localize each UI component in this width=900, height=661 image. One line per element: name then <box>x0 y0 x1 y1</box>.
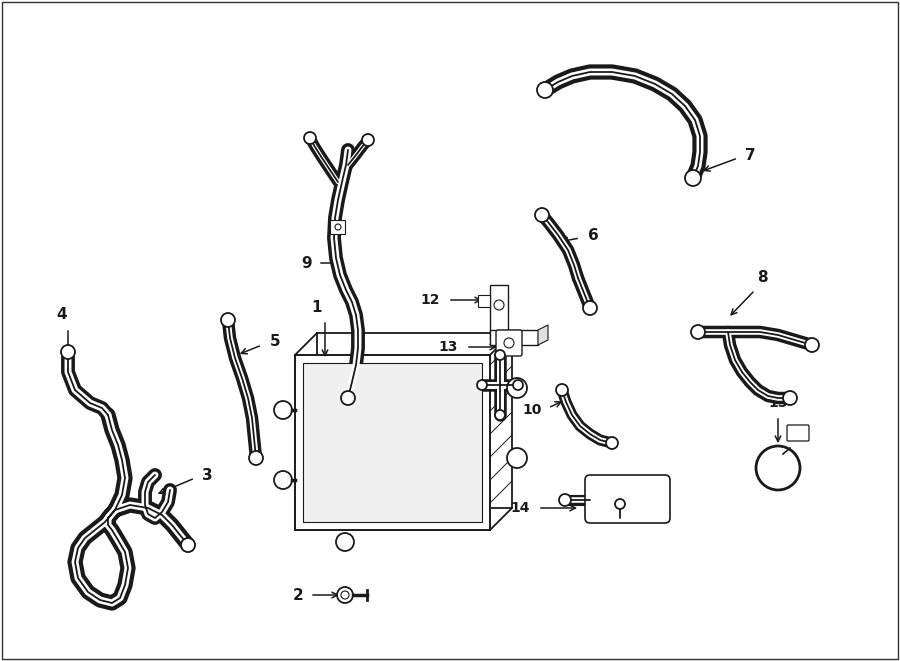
Text: 4: 4 <box>57 307 68 322</box>
Circle shape <box>221 313 235 327</box>
Circle shape <box>494 300 504 310</box>
Text: 15: 15 <box>769 396 788 410</box>
Text: 5: 5 <box>270 334 281 350</box>
Circle shape <box>495 410 505 420</box>
Circle shape <box>181 538 195 552</box>
FancyBboxPatch shape <box>496 330 522 356</box>
FancyBboxPatch shape <box>787 425 809 441</box>
Circle shape <box>341 391 355 405</box>
FancyBboxPatch shape <box>585 475 670 523</box>
Circle shape <box>249 451 263 465</box>
Text: 7: 7 <box>745 147 756 163</box>
Polygon shape <box>330 220 345 234</box>
Circle shape <box>336 533 354 551</box>
Circle shape <box>513 380 523 390</box>
Polygon shape <box>538 325 548 345</box>
Circle shape <box>341 591 349 599</box>
Circle shape <box>805 338 819 352</box>
Circle shape <box>495 350 505 360</box>
Text: 3: 3 <box>202 467 212 483</box>
Polygon shape <box>295 355 490 530</box>
Text: 10: 10 <box>523 403 542 417</box>
Text: 8: 8 <box>757 270 768 285</box>
Circle shape <box>559 494 571 506</box>
Circle shape <box>507 378 527 398</box>
Circle shape <box>583 301 597 315</box>
Polygon shape <box>490 285 508 340</box>
Circle shape <box>304 132 316 144</box>
Circle shape <box>691 325 705 339</box>
Text: 1: 1 <box>311 300 322 315</box>
Circle shape <box>685 170 701 186</box>
Circle shape <box>337 587 353 603</box>
Circle shape <box>274 471 292 489</box>
Circle shape <box>504 338 514 348</box>
Circle shape <box>556 384 568 396</box>
Circle shape <box>61 345 75 359</box>
Polygon shape <box>490 330 538 345</box>
Circle shape <box>606 437 618 449</box>
Polygon shape <box>478 295 490 307</box>
Circle shape <box>362 134 374 146</box>
Circle shape <box>535 208 549 222</box>
Circle shape <box>477 380 487 390</box>
Circle shape <box>615 499 625 509</box>
Text: 14: 14 <box>510 501 530 515</box>
Circle shape <box>335 224 341 230</box>
Polygon shape <box>303 363 482 522</box>
Circle shape <box>507 448 527 468</box>
Circle shape <box>783 391 797 405</box>
Circle shape <box>537 82 553 98</box>
Text: 6: 6 <box>588 227 598 243</box>
Circle shape <box>274 401 292 419</box>
Text: 12: 12 <box>420 293 440 307</box>
Text: 11: 11 <box>422 366 442 380</box>
Text: 2: 2 <box>292 588 303 602</box>
Text: 9: 9 <box>302 256 312 270</box>
Text: 13: 13 <box>438 340 458 354</box>
